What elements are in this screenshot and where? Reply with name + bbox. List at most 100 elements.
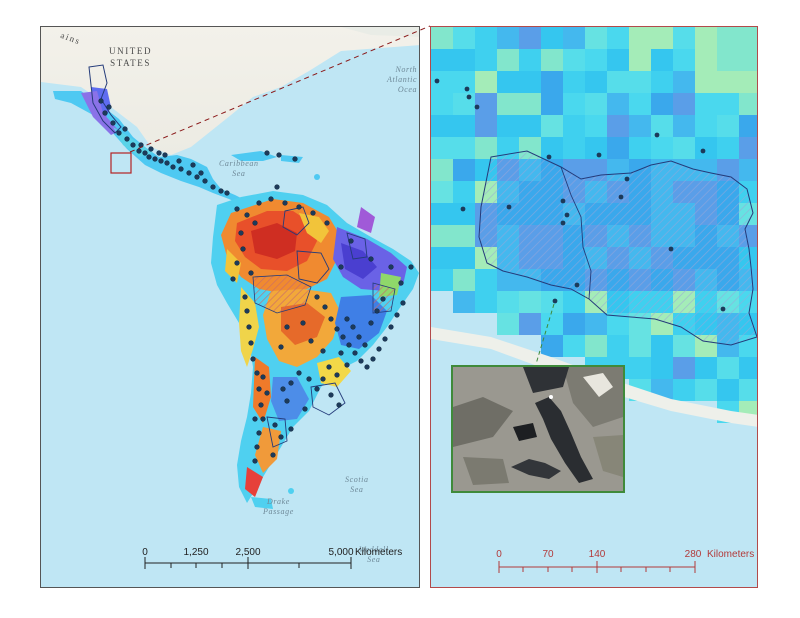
- raster-cell: [475, 115, 497, 137]
- raster-cell: [717, 137, 739, 159]
- raster-cell: [673, 27, 695, 49]
- raster-cell: [695, 93, 717, 115]
- raster-cell: [695, 71, 717, 93]
- raster-cell: [651, 71, 673, 93]
- raster-cell: [519, 313, 541, 335]
- raster-cell: [673, 379, 695, 401]
- overview-map-canvas: [41, 27, 419, 569]
- raster-cell: [607, 313, 629, 335]
- raster-cell: [453, 137, 475, 159]
- raster-cell: [607, 93, 629, 115]
- raster-cell: [563, 115, 585, 137]
- raster-cell: [563, 335, 585, 357]
- scale-unit: Kilometers: [355, 547, 403, 558]
- detail-map[interactable]: 0 70 140 280 Kilometers: [430, 26, 758, 588]
- raster-cell: [519, 291, 541, 313]
- raster-cell: [475, 93, 497, 115]
- raster-cell: [585, 27, 607, 49]
- raster-cell: [695, 27, 717, 49]
- raster-cell: [431, 203, 453, 225]
- raster-cell: [431, 181, 453, 203]
- raster-cell: [673, 357, 695, 379]
- detail-scale-tick-0: 0: [496, 549, 502, 560]
- raster-cell: [541, 137, 563, 159]
- raster-cell: [563, 27, 585, 49]
- raster-cell: [585, 115, 607, 137]
- raster-cell: [453, 247, 475, 269]
- raster-cell: [541, 71, 563, 93]
- raster-cell: [541, 49, 563, 71]
- raster-cell: [651, 357, 673, 379]
- scale-tick-3: 5,000: [328, 547, 354, 558]
- overview-map[interactable]: ains UNITED STATES North Atlantic Ocea C…: [40, 26, 420, 588]
- scale-tick-2: 2,500: [235, 547, 261, 558]
- raster-cell: [607, 335, 629, 357]
- raster-cell: [541, 291, 563, 313]
- raster-cell: [563, 137, 585, 159]
- raster-cell: [585, 49, 607, 71]
- overview-scalebar: [144, 557, 352, 569]
- raster-cell: [739, 357, 757, 379]
- raster-cell: [739, 27, 757, 49]
- detail-scale-labels: 0 70 140 280 Kilometers: [431, 549, 757, 563]
- raster-cell: [431, 137, 453, 159]
- raster-cell: [607, 49, 629, 71]
- raster-cell: [717, 71, 739, 93]
- raster-cell: [475, 291, 497, 313]
- label-caribbean-sea: Caribbean Sea: [219, 159, 259, 178]
- raster-cell: [607, 115, 629, 137]
- raster-cell: [629, 335, 651, 357]
- raster-cell: [629, 115, 651, 137]
- raster-cell: [497, 49, 519, 71]
- raster-cell: [585, 313, 607, 335]
- raster-cell: [431, 247, 453, 269]
- raster-cell: [739, 93, 757, 115]
- raster-cell: [673, 93, 695, 115]
- raster-cell: [475, 71, 497, 93]
- raster-cell: [695, 115, 717, 137]
- raster-cell: [585, 93, 607, 115]
- raster-cell: [651, 137, 673, 159]
- raster-cell: [453, 203, 475, 225]
- raster-cell: [453, 71, 475, 93]
- raster-cell: [519, 71, 541, 93]
- raster-cell: [739, 49, 757, 71]
- raster-cell: [629, 93, 651, 115]
- raster-cell: [695, 49, 717, 71]
- raster-cell: [651, 27, 673, 49]
- raster-cell: [607, 71, 629, 93]
- label-united-states: UNITED STATES: [109, 46, 153, 68]
- raster-cell: [673, 115, 695, 137]
- scale-tick-1: 1,250: [183, 547, 209, 558]
- label-north-atlantic: North Atlantic Ocea: [387, 65, 418, 94]
- raster-cell: [475, 269, 497, 291]
- hydropower-points-overview: [98, 98, 414, 464]
- raster-cell: [519, 93, 541, 115]
- detail-scale-tick-2: 140: [588, 549, 606, 560]
- hydropower-points-detail: [434, 78, 726, 312]
- raster-cell: [629, 357, 651, 379]
- raster-cell: [453, 49, 475, 71]
- raster-cell: [541, 93, 563, 115]
- raster-cell: [453, 225, 475, 247]
- raster-cell: [563, 49, 585, 71]
- basin-outline: [478, 150, 757, 346]
- raster-cell: [695, 357, 717, 379]
- raster-cell: [431, 269, 453, 291]
- raster-cell: [453, 27, 475, 49]
- raster-cell: [563, 93, 585, 115]
- raster-cell: [453, 115, 475, 137]
- raster-cell: [739, 137, 757, 159]
- raster-cell: [497, 313, 519, 335]
- raster-cell: [607, 137, 629, 159]
- label-weddell-sea: Weddell Sea: [359, 545, 389, 564]
- raster-cell: [585, 71, 607, 93]
- raster-cell: [695, 137, 717, 159]
- raster-cell: [629, 137, 651, 159]
- raster-cell: [651, 115, 673, 137]
- raster-cell: [431, 93, 453, 115]
- detail-scale-tick-3: 280: [684, 549, 702, 560]
- label-drake-passage: Drake Passage: [263, 497, 294, 516]
- raster-cell: [585, 137, 607, 159]
